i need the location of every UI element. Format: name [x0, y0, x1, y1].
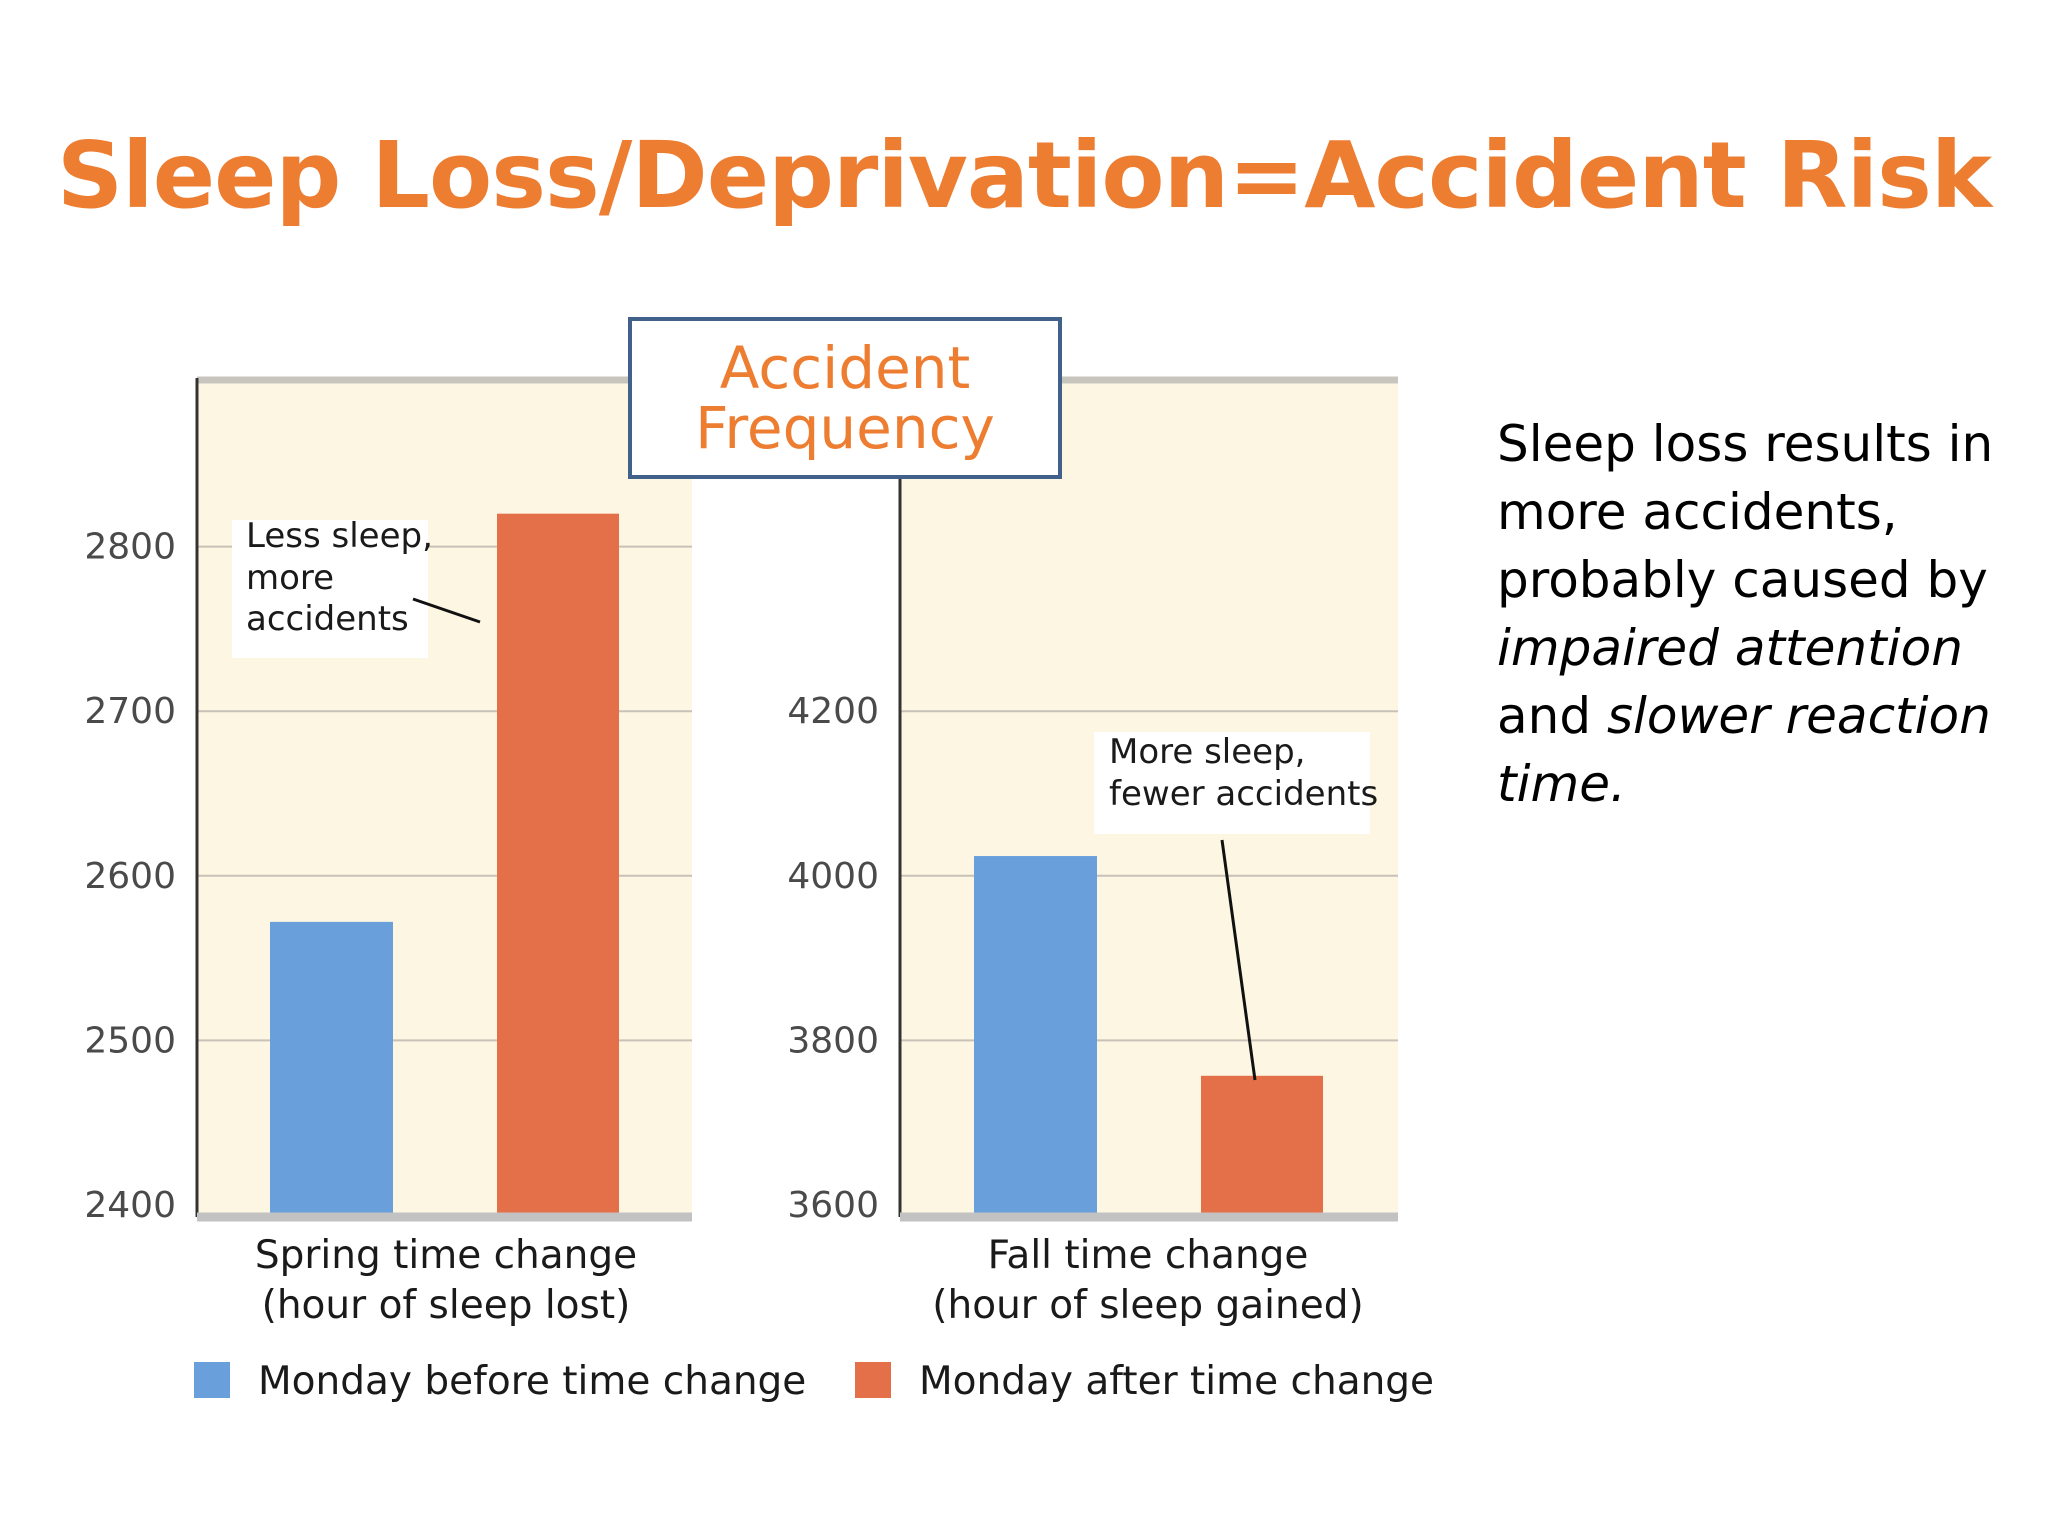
- y-tick-label: 3800: [787, 1020, 879, 1061]
- annotation-text: fewer accidents: [1109, 774, 1378, 814]
- x-axis-label: (hour of sleep gained): [932, 1283, 1363, 1328]
- annotation-leader-2: [1220, 839, 1257, 1081]
- y-tick-label: 2800: [84, 527, 176, 568]
- legend-swatch-1: [194, 1362, 230, 1398]
- callout-line-2: Frequency: [695, 394, 995, 462]
- bar-before-1: [270, 921, 393, 1217]
- bar-before-2: [974, 856, 1097, 1217]
- x-axis-label: Fall time change: [988, 1233, 1309, 1278]
- legend-swatch-2: [855, 1362, 891, 1398]
- legend-label-2: Monday after time change: [919, 1359, 1434, 1404]
- bar-after-2: [1201, 1075, 1323, 1217]
- side-explanation: Sleep loss results in more accidents, pr…: [1497, 410, 2017, 818]
- side-text-emphasis-2: slower reaction time.: [1497, 687, 1991, 813]
- slide-title: Sleep Loss/Deprivation=Accident Risk: [56, 122, 1992, 229]
- side-text-part2: and: [1497, 687, 1607, 745]
- y-tick-label: 2700: [84, 691, 176, 732]
- accident-frequency-callout: Accident Frequency: [628, 317, 1062, 479]
- y-tick-label: 4200: [787, 691, 879, 732]
- y-tick-label: 2600: [84, 856, 176, 897]
- annotation-text: Less sleep,: [246, 516, 433, 556]
- annotation-text: more: [246, 558, 334, 598]
- y-tick-label: 2400: [84, 1185, 176, 1226]
- annotation-box-1: [232, 520, 428, 658]
- y-tick-label: 3600: [787, 1185, 879, 1226]
- annotation-text: More sleep,: [1109, 732, 1305, 772]
- x-axis-label: (hour of sleep lost): [262, 1283, 631, 1328]
- legend-label-1: Monday before time change: [258, 1359, 806, 1404]
- annotation-text: accidents: [246, 599, 409, 639]
- annotation-box-2: [1094, 732, 1370, 834]
- x-axis-label: Spring time change: [255, 1233, 637, 1278]
- callout-line-1: Accident: [719, 334, 971, 402]
- side-text-part1: Sleep loss results in more accidents, pr…: [1497, 415, 1994, 609]
- y-tick-label: 2500: [84, 1020, 176, 1061]
- y-tick-label: 4000: [787, 856, 879, 897]
- bar-after-1: [497, 513, 619, 1217]
- annotation-leader-1: [412, 597, 481, 624]
- side-text-emphasis-1: impaired attention: [1497, 619, 1963, 677]
